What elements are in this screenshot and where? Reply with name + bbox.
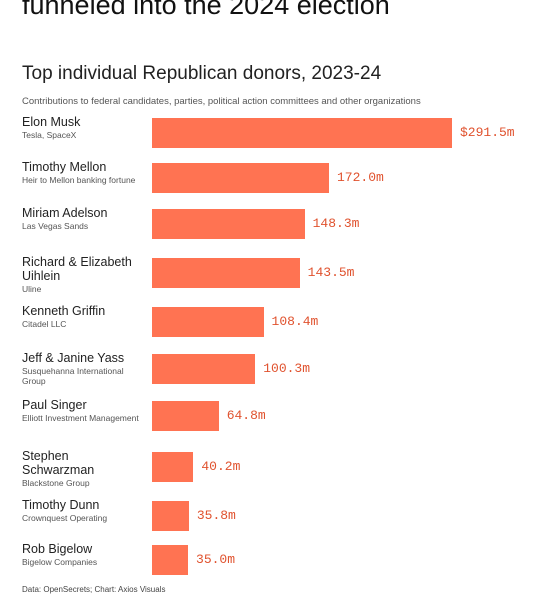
donor-name: Paul Singer <box>22 398 87 412</box>
source-note: Data: OpenSecrets; Chart: Axios Visuals <box>22 585 166 594</box>
row-label: Timothy Mellon Heir to Mellon banking for… <box>22 160 144 185</box>
value-label: 148.3m <box>312 216 360 231</box>
bar <box>152 501 189 531</box>
bar <box>152 118 452 148</box>
value-label: 172.0m <box>337 170 384 185</box>
donor-name: Stephen Schwarzman <box>22 449 95 477</box>
donor-name: Miriam Adelson <box>22 206 108 220</box>
chart-subtitle: Contributions to federal candidates, par… <box>22 96 421 107</box>
donor-description: Blackstone Group <box>22 478 90 488</box>
value-label: 108.4m <box>271 314 319 329</box>
bar <box>152 452 194 482</box>
donor-description: Las Vegas Sands <box>22 221 89 231</box>
row-label: Kenneth Griffin Citadel LLC <box>22 304 144 329</box>
donor-name: Timothy Mellon <box>22 160 107 174</box>
bar <box>152 209 305 239</box>
row-label: Rob Bigelow Bigelow Companies <box>22 542 144 567</box>
donor-description: Citadel LLC <box>22 319 67 329</box>
donor-name: Timothy Dunn <box>22 498 100 512</box>
value-label: 143.5m <box>307 265 355 280</box>
value-label: 40.2m <box>201 459 241 474</box>
row-label: Timothy Dunn Crownquest Operating <box>22 498 144 523</box>
row-label: Stephen Schwarzman Blackstone Group <box>22 449 144 488</box>
value-label: 64.8m <box>226 408 266 423</box>
row-label: Miriam Adelson Las Vegas Sands <box>22 206 144 231</box>
bar <box>152 307 264 337</box>
donor-name: Richard & Elizabeth Uihlein <box>22 255 132 283</box>
donor-description: Elliott Investment Management <box>22 413 139 423</box>
value-label: 35.8m <box>196 508 236 523</box>
donor-description: Crownquest Operating <box>22 513 108 523</box>
value-label: 100.3m <box>263 361 311 376</box>
donor-description: Tesla, SpaceX <box>22 130 77 140</box>
value-label: $291.5m <box>460 125 515 140</box>
donor-description: Susquehanna International Group <box>22 366 124 386</box>
row-label: Richard & Elizabeth Uihlein Uline <box>22 255 144 294</box>
value-label: 35.0m <box>196 552 236 567</box>
bar <box>152 354 256 384</box>
donor-name: Jeff & Janine Yass <box>22 351 125 365</box>
row-label: Paul Singer Elliott Investment Management <box>22 398 144 423</box>
donor-description: Bigelow Companies <box>22 557 98 567</box>
chart-title: Top individual Republican donors, 2023-2… <box>22 63 382 84</box>
bar <box>152 258 300 288</box>
row-label: Jeff & Janine Yass Susquehanna Internatio… <box>22 351 144 386</box>
bar <box>152 401 219 431</box>
row-label: Elon Musk Tesla, SpaceX <box>22 115 144 140</box>
donor-description: Uline <box>22 284 42 294</box>
donor-description: Heir to Mellon banking fortune <box>22 175 136 185</box>
bar <box>152 545 189 575</box>
bar <box>152 163 329 193</box>
donor-name: Rob Bigelow <box>22 542 93 556</box>
donor-name: Kenneth Griffin <box>22 304 106 318</box>
headline: funneled into the 2024 election <box>22 0 390 20</box>
donor-name: Elon Musk <box>22 115 81 129</box>
